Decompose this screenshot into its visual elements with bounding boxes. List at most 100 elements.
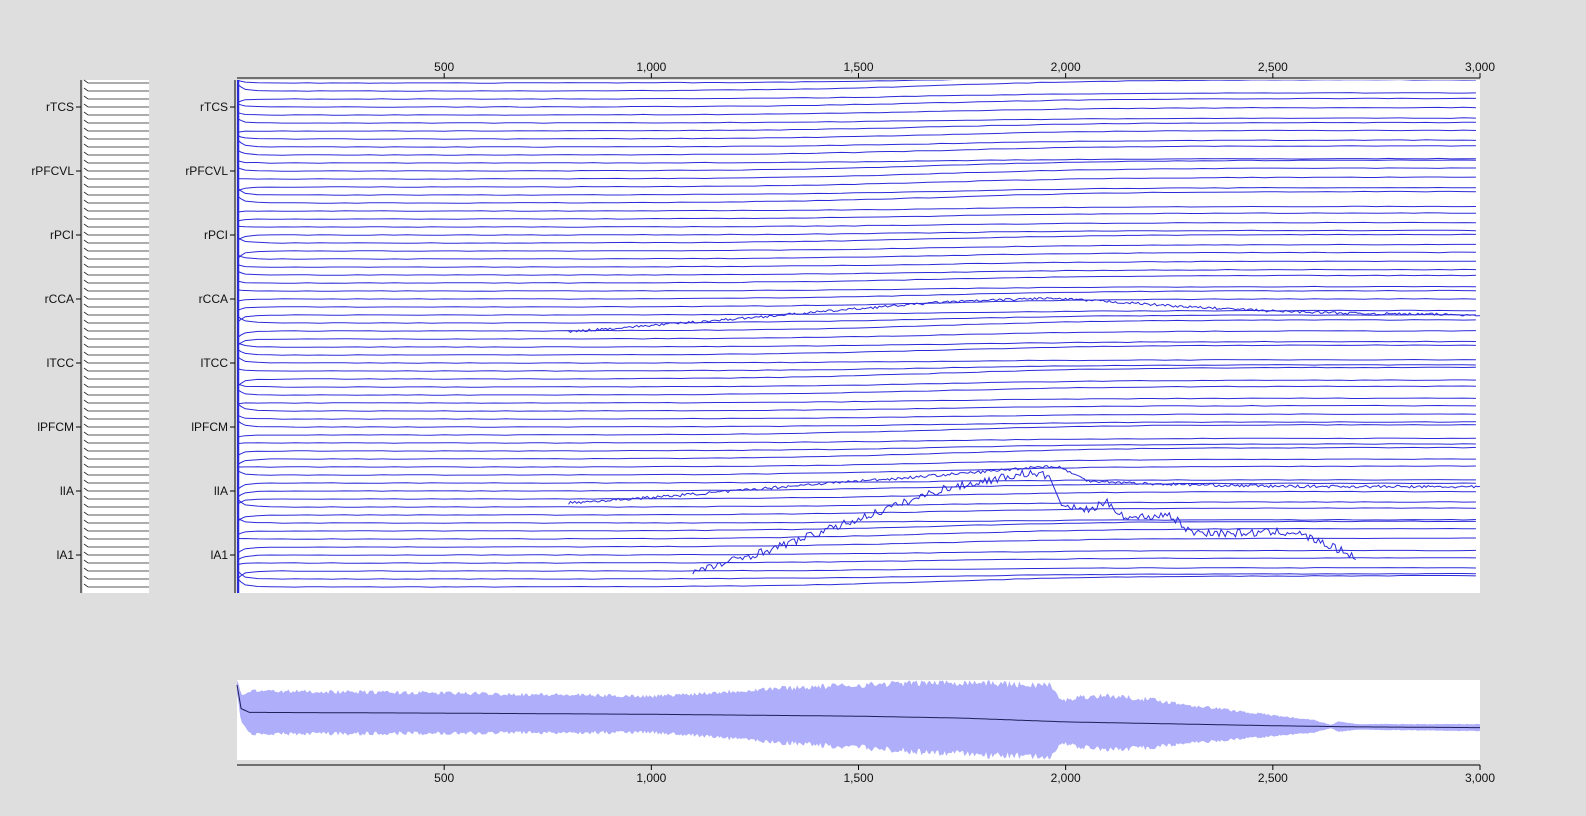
- channel-trace: [237, 80, 967, 84]
- main-x-tick-label: 500: [434, 60, 454, 74]
- channel-trace: [237, 482, 1476, 499]
- minimap-channel-line: [83, 191, 149, 196]
- minimap-channel-line: [83, 487, 149, 492]
- minimap-channel-line: [83, 367, 149, 372]
- main-x-tick-label: 1,000: [636, 60, 666, 74]
- minimap-channel-line: [83, 295, 149, 300]
- minimap-channel-line: [83, 135, 149, 140]
- channel-trace: [237, 424, 1476, 438]
- channel-trace: [237, 458, 1476, 468]
- channel-trace: [237, 379, 1476, 388]
- main-channel-label: lIA: [214, 484, 228, 498]
- minimap-channel-line: [83, 351, 149, 356]
- minimap-channel-label: lIA: [60, 484, 74, 498]
- minimap-channel-line: [83, 343, 149, 348]
- minimap-channel-label: lPFCM: [37, 420, 74, 434]
- minimap-channel-line: [83, 255, 149, 260]
- channel-traces: [237, 80, 1480, 593]
- channel-trace: [237, 298, 1476, 312]
- overview-x-tick-label: 3,000: [1465, 771, 1495, 785]
- channel-trace: [237, 289, 1476, 302]
- minimap-channel-line: [83, 359, 149, 364]
- channel-trace: [237, 229, 1476, 242]
- minimap-channel-line: [83, 495, 149, 500]
- highlighted-trace: [568, 296, 1480, 334]
- minimap-channel-line: [83, 383, 149, 388]
- minimap-channel-line: [83, 159, 149, 164]
- minimap-channel-label: lA1: [57, 548, 75, 562]
- main-x-tick-label: 1,500: [843, 60, 873, 74]
- minimap-channel-line: [83, 215, 149, 220]
- minimap-channel-line: [83, 543, 149, 548]
- channel-trace: [237, 490, 1476, 505]
- minimap-channel-line: [83, 319, 149, 324]
- channel-trace: [237, 205, 1476, 213]
- minimap-channel-line: [83, 407, 149, 412]
- overview-panel: [236, 680, 1480, 760]
- minimap-channel-line: [83, 431, 149, 436]
- channel-trace: [237, 129, 1476, 140]
- channel-trace: [237, 569, 1476, 580]
- channel-trace: [237, 274, 1476, 284]
- channel-trace: [237, 330, 1476, 347]
- main-x-axis: 500 1,000 1,500 2,000 2,500 3,000: [237, 60, 1495, 79]
- minimap-channel-line: [83, 423, 149, 428]
- minimap-channel-line: [83, 151, 149, 156]
- minimap-channel-line: [83, 95, 149, 100]
- minimap-channel-line: [83, 583, 149, 588]
- channel-trace: [237, 419, 1476, 428]
- minimap-channel-line: [83, 527, 149, 532]
- highlighted-trace: [568, 465, 1480, 505]
- minimap-channel-line: [83, 247, 149, 252]
- minimap-channel-line: [83, 175, 149, 180]
- channel-trace: [237, 186, 1476, 196]
- channel-trace: [237, 176, 1476, 192]
- minimap-channel-line: [83, 535, 149, 540]
- minimap-channel-line: [83, 503, 149, 508]
- main-x-tick-label: 2,500: [1258, 60, 1288, 74]
- minimap-channel-line: [83, 455, 149, 460]
- minimap-channel-line: [83, 303, 149, 308]
- channel-trace: [237, 498, 1476, 508]
- main-channel-label: rCCA: [199, 292, 228, 306]
- main-y-axis: rTCS rPFCVL rPCI rCCA lTCC lPFCM lIA lA1: [185, 80, 236, 593]
- overview-envelope: [237, 680, 1480, 760]
- minimap-channel-line: [83, 231, 149, 236]
- minimap-channel-line: [83, 463, 149, 468]
- minimap-channel-line: [83, 399, 149, 404]
- minimap-channel-line: [83, 391, 149, 396]
- channel-trace: [237, 309, 1476, 324]
- channel-trace: [237, 402, 1476, 412]
- channel-trace: [237, 190, 1476, 204]
- minimap-channel-line: [83, 279, 149, 284]
- channel-trace: [237, 314, 1476, 324]
- minimap-channel-line: [83, 575, 149, 580]
- channel-trace: [237, 319, 1476, 339]
- minimap-channel-label: rTCS: [46, 100, 74, 114]
- minimap-channel-line: [83, 183, 149, 188]
- channel-trace: [237, 549, 1476, 561]
- channel-trace: [237, 212, 1476, 222]
- minimap-channel-line: [83, 311, 149, 316]
- minimap-channel-line: [83, 519, 149, 524]
- minimap-channel-line: [83, 287, 149, 292]
- overview-x-tick-label: 1,000: [636, 771, 666, 785]
- minimap-channel-line: [83, 207, 149, 212]
- channel-trace: [237, 268, 1476, 276]
- channel-trace: [237, 397, 1476, 405]
- channel-trace: [237, 364, 1476, 372]
- channel-trace: [237, 117, 1476, 124]
- channel-trace: [237, 479, 1476, 491]
- channel-trace: [237, 260, 1476, 268]
- channel-trace: [237, 355, 1476, 364]
- highlighted-trace: [692, 468, 1356, 575]
- channel-trace: [237, 97, 1476, 108]
- minimap-channel-line: [83, 375, 149, 380]
- overview-x-tick-label: 2,500: [1258, 771, 1288, 785]
- minimap-channel-line: [83, 103, 149, 108]
- channel-trace: [237, 413, 1476, 420]
- minimap-y-axis: rTCS rPFCVL rPCI rCCA lTCC lPFCM lIA lA1: [31, 80, 82, 593]
- channel-trace: [237, 537, 1476, 555]
- overview-x-axis: 500 1,000 1,500 2,000 2,500 3,000: [237, 764, 1495, 785]
- channel-trace: [237, 92, 1476, 104]
